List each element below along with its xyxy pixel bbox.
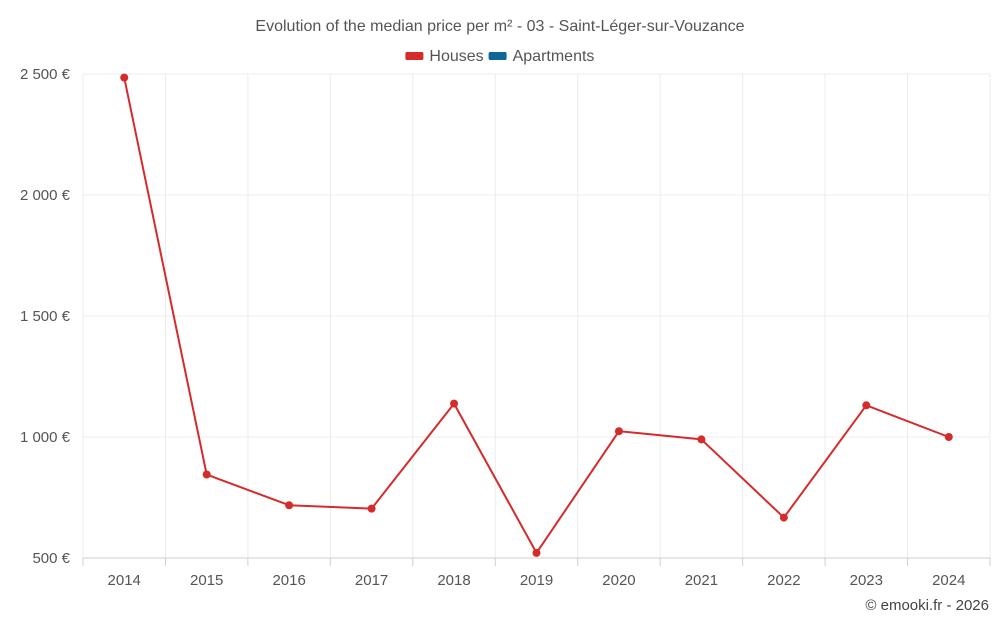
data-point[interactable]	[532, 548, 541, 557]
y-tick-label: 1 500 €	[20, 308, 71, 325]
legend-label: Apartments	[513, 48, 595, 65]
x-tick-label: 2022	[767, 572, 800, 589]
y-tick-label: 2 500 €	[20, 66, 71, 83]
series-layer	[120, 73, 953, 557]
data-point[interactable]	[862, 401, 871, 410]
x-tick-label: 2019	[520, 572, 553, 589]
legend: Houses Apartments	[405, 48, 594, 65]
x-tick-label: 2023	[850, 572, 883, 589]
legend-item-houses[interactable]: Houses	[405, 48, 484, 65]
y-tick-label: 500 €	[32, 550, 70, 567]
data-point[interactable]	[285, 501, 294, 510]
chart-title: Evolution of the median price per m² - 0…	[255, 18, 744, 35]
x-tick-label: 2024	[932, 572, 965, 589]
data-point[interactable]	[120, 73, 129, 82]
legend-swatch	[405, 52, 424, 60]
legend-item-apartments[interactable]: Apartments	[488, 48, 595, 65]
data-point[interactable]	[697, 435, 706, 444]
x-tick-label: 2015	[190, 572, 223, 589]
x-tick-label: 2021	[685, 572, 718, 589]
legend-label: Houses	[429, 48, 483, 65]
y-tick-label: 1 000 €	[20, 429, 71, 446]
x-tick-label: 2014	[108, 572, 141, 589]
data-point[interactable]	[944, 433, 953, 441]
x-tick-label: 2020	[602, 572, 635, 589]
x-tick-label: 2018	[437, 572, 470, 589]
credit-text: © emooki.fr - 2026	[865, 597, 989, 614]
data-point[interactable]	[367, 504, 376, 513]
data-point[interactable]	[614, 427, 623, 436]
legend-swatch	[488, 52, 507, 60]
x-tick-label: 2017	[355, 572, 388, 589]
y-tick-label: 2 000 €	[20, 187, 71, 204]
axes: 500 € 1 000 € 1 500 € 2 000 € 2 500 € 2014 201…	[20, 66, 991, 589]
data-point[interactable]	[779, 513, 788, 522]
data-point[interactable]	[450, 399, 459, 408]
x-tick-label: 2016	[272, 572, 305, 589]
grid	[82, 73, 991, 558]
data-point[interactable]	[202, 470, 211, 479]
